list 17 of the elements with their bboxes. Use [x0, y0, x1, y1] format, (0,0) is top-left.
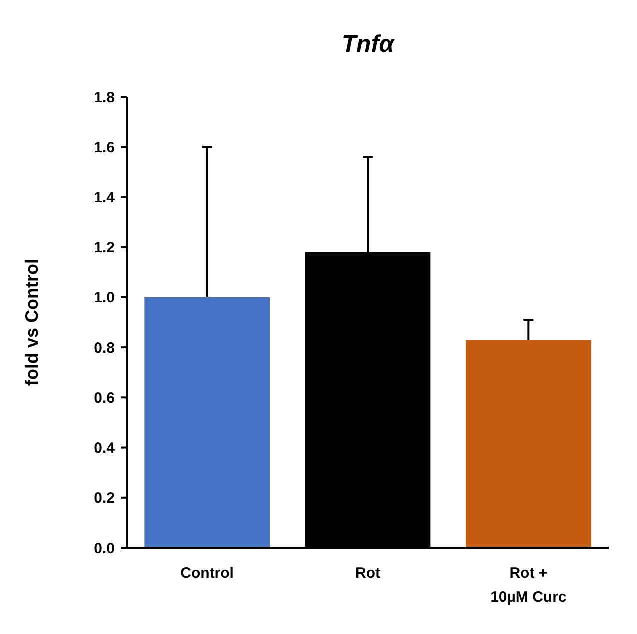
x-tick-label: Control [180, 565, 234, 582]
x-tick-label: Rot [356, 565, 380, 582]
chart-title: Tnfα [342, 31, 396, 58]
y-tick-label: 1.0 [94, 290, 115, 307]
bar [144, 297, 270, 548]
y-tick-label: 1.2 [94, 240, 115, 257]
y-tick-label: 0.4 [94, 440, 116, 458]
y-axis-title: fold vs Control [22, 259, 42, 386]
y-tick-label: 0.8 [94, 340, 115, 357]
y-tick-label: 1.6 [94, 139, 115, 156]
y-tick-label: 0.2 [94, 490, 115, 508]
y-tick-label: 1.4 [94, 189, 116, 206]
y-tick-label: 0.0 [94, 540, 115, 558]
y-tick-label: 0.6 [94, 390, 115, 407]
bar [466, 340, 592, 548]
x-tick-label: Rot + 10µM Curc [490, 565, 567, 606]
y-tick-label: 1.8 [94, 89, 115, 106]
